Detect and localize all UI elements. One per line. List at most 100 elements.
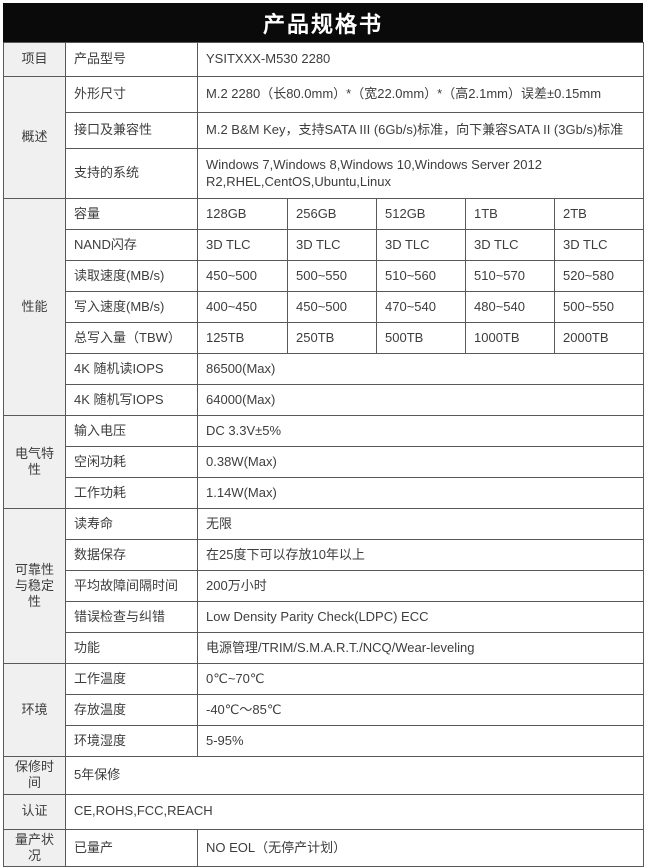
spec-label-humidity: 环境湿度 — [65, 725, 198, 757]
section-label-environment: 环境 — [3, 663, 66, 757]
spec-label-product-model: 产品型号 — [65, 42, 198, 77]
spec-label-operating-temp: 工作温度 — [65, 663, 198, 695]
row-idle-power: 空闲功耗 0.38W(Max) — [4, 446, 645, 478]
nand-value-cell: 3D TLC — [197, 229, 288, 261]
spec-value-features: 电源管理/TRIM/S.M.A.R.T./NCQ/Wear-leveling — [196, 632, 645, 664]
row-humidity: 环境湿度 5-95% — [4, 725, 645, 757]
row-capacity: 性能 容量 128GB 256GB 512GB 1TB 2TB — [3, 198, 645, 416]
section-label-certification: 认证 — [3, 793, 66, 830]
nand-value-cell: 3D TLC — [465, 229, 555, 261]
spec-label-data-retention: 数据保存 — [65, 539, 198, 571]
capacity-value-cell: 2TB — [553, 198, 645, 230]
row-nand: NAND闪存 3D TLC 3D TLC 3D TLC 3D TLC 3D TL… — [4, 229, 645, 261]
spec-label-read-life: 读寿命 — [65, 508, 198, 540]
write-speed-value-cell: 480~540 — [465, 291, 555, 323]
spec-label-random-read-iops: 4K 随机读IOPS — [65, 353, 198, 385]
spec-value-input-voltage: DC 3.3V±5% — [196, 415, 645, 447]
row-features: 功能 电源管理/TRIM/S.M.A.R.T./NCQ/Wear-levelin… — [4, 632, 645, 664]
read-speed-value-cell: 510~570 — [465, 260, 555, 292]
section-label-reliability: 可靠性与稳定性 — [3, 508, 66, 664]
section-label-electrical: 电气特性 — [3, 415, 66, 509]
spec-value-active-power: 1.14W(Max) — [196, 477, 645, 509]
spec-label-active-power: 工作功耗 — [65, 477, 198, 509]
spec-value-mtbf: 200万小时 — [196, 570, 645, 602]
write-speed-value-cell: 400~450 — [197, 291, 288, 323]
spec-value-storage-temp: -40℃～85℃ — [196, 694, 645, 726]
spec-label-interface: 接口及兼容性 — [65, 112, 198, 149]
section-label-overview: 概述 — [3, 76, 66, 199]
spec-value-data-retention: 在25度下可以存放10年以上 — [196, 539, 645, 571]
spec-label-write-speed: 写入速度(MB/s) — [65, 291, 198, 323]
read-speed-value-cell: 520~580 — [553, 260, 645, 292]
spec-label-read-speed: 读取速度(MB/s) — [65, 260, 198, 292]
row-read-speed: 读取速度(MB/s) 450~500 500~550 510~560 510~5… — [4, 260, 645, 292]
nand-value-cell: 3D TLC — [287, 229, 377, 261]
row-interface: 接口及兼容性 M.2 B&M Key，支持SATA III (6Gb/s)标准，… — [4, 112, 645, 149]
capacity-value-cell: 1TB — [465, 198, 555, 230]
row-data-retention: 数据保存 在25度下可以存放10年以上 — [4, 539, 645, 571]
row-random-write-iops: 4K 随机写IOPS 64000(Max) — [4, 384, 645, 416]
row-active-power: 工作功耗 1.14W(Max) — [4, 477, 645, 509]
spec-label-ecc: 错误检查与纠错 — [65, 601, 198, 633]
write-speed-value-cell: 500~550 — [553, 291, 645, 323]
spec-value-ecc: Low Density Parity Check(LDPC) ECC — [196, 601, 645, 633]
spec-label-storage-temp: 存放温度 — [65, 694, 198, 726]
row-production: 量产状况 已量产 NO EOL（无停产计划） — [3, 828, 645, 867]
row-input-voltage: 电气特性 输入电压 DC 3.3V±5% — [3, 415, 645, 509]
spec-label-input-voltage: 输入电压 — [65, 415, 198, 447]
spec-value-random-read-iops: 86500(Max) — [196, 353, 645, 385]
spec-label-features: 功能 — [65, 632, 198, 664]
spec-label-dimensions: 外形尺寸 — [65, 76, 198, 113]
row-random-read-iops: 4K 随机读IOPS 86500(Max) — [4, 353, 645, 385]
row-read-life: 可靠性与稳定性 读寿命 无限 — [3, 508, 645, 664]
spec-label-idle-power: 空闲功耗 — [65, 446, 198, 478]
write-speed-value-cell: 470~540 — [376, 291, 466, 323]
row-certification: 认证 CE,ROHS,FCC,REACH — [3, 793, 645, 830]
capacity-value-cell: 256GB — [287, 198, 377, 230]
spec-table: 项目 产品型号 YSITXXX-M530 2280 概述 外形尺寸 M.2 22… — [3, 42, 645, 867]
section-label-item: 项目 — [3, 42, 66, 77]
spec-value-interface: M.2 B&M Key，支持SATA III (6Gb/s)标准，向下兼容SAT… — [196, 112, 645, 149]
row-dimensions: 概述 外形尺寸 M.2 2280（长80.0mm）*（宽22.0mm）*（高2.… — [3, 76, 645, 199]
section-label-warranty: 保修时间 — [3, 756, 66, 795]
tbw-value-cell: 500TB — [376, 322, 466, 354]
nand-value-cell: 3D TLC — [553, 229, 645, 261]
page-title: 产品规格书 — [3, 3, 643, 42]
read-speed-value-cell: 510~560 — [376, 260, 466, 292]
row-write-speed: 写入速度(MB/s) 400~450 450~500 470~540 480~5… — [4, 291, 645, 323]
row-warranty: 保修时间 5年保修 — [3, 756, 645, 795]
spec-value-production-note: NO EOL（无停产计划） — [196, 828, 645, 867]
spec-label-mtbf: 平均故障间隔时间 — [65, 570, 198, 602]
spec-value-humidity: 5-95% — [196, 725, 645, 757]
spec-value-warranty: 5年保修 — [64, 756, 645, 795]
write-speed-value-cell: 450~500 — [287, 291, 377, 323]
section-label-performance: 性能 — [3, 198, 66, 416]
row-ecc: 错误检查与纠错 Low Density Parity Check(LDPC) E… — [4, 601, 645, 633]
spec-label-capacity: 容量 — [65, 198, 198, 230]
tbw-value-cell: 250TB — [287, 322, 377, 354]
spec-label-random-write-iops: 4K 随机写IOPS — [65, 384, 198, 416]
row-operating-temp: 环境 工作温度 0℃~70℃ — [3, 663, 645, 757]
capacity-value-cell: 512GB — [376, 198, 466, 230]
spec-value-idle-power: 0.38W(Max) — [196, 446, 645, 478]
section-label-production: 量产状况 — [3, 828, 66, 867]
read-speed-value-cell: 450~500 — [197, 260, 288, 292]
spec-value-production-status: 已量产 — [65, 828, 198, 867]
row-tbw: 总写入量（TBW） 125TB 250TB 500TB 1000TB 2000T… — [4, 322, 645, 354]
tbw-value-cell: 1000TB — [465, 322, 555, 354]
spec-value-read-life: 无限 — [196, 508, 645, 540]
row-os-support: 支持的系统 Windows 7,Windows 8,Windows 10,Win… — [4, 148, 645, 199]
spec-label-nand: NAND闪存 — [65, 229, 198, 261]
spec-value-random-write-iops: 64000(Max) — [196, 384, 645, 416]
row-mtbf: 平均故障间隔时间 200万小时 — [4, 570, 645, 602]
spec-sheet: 产品规格书 项目 产品型号 YSITXXX-M530 2280 概述 外形尺寸 … — [3, 3, 645, 867]
read-speed-value-cell: 500~550 — [287, 260, 377, 292]
row-product-model: 项目 产品型号 YSITXXX-M530 2280 — [3, 42, 645, 77]
tbw-value-cell: 125TB — [197, 322, 288, 354]
spec-label-tbw: 总写入量（TBW） — [65, 322, 198, 354]
spec-value-operating-temp: 0℃~70℃ — [196, 663, 645, 695]
tbw-value-cell: 2000TB — [553, 322, 645, 354]
row-storage-temp: 存放温度 -40℃～85℃ — [4, 694, 645, 726]
spec-value-product-model: YSITXXX-M530 2280 — [196, 42, 645, 77]
spec-label-os-support: 支持的系统 — [65, 148, 198, 199]
